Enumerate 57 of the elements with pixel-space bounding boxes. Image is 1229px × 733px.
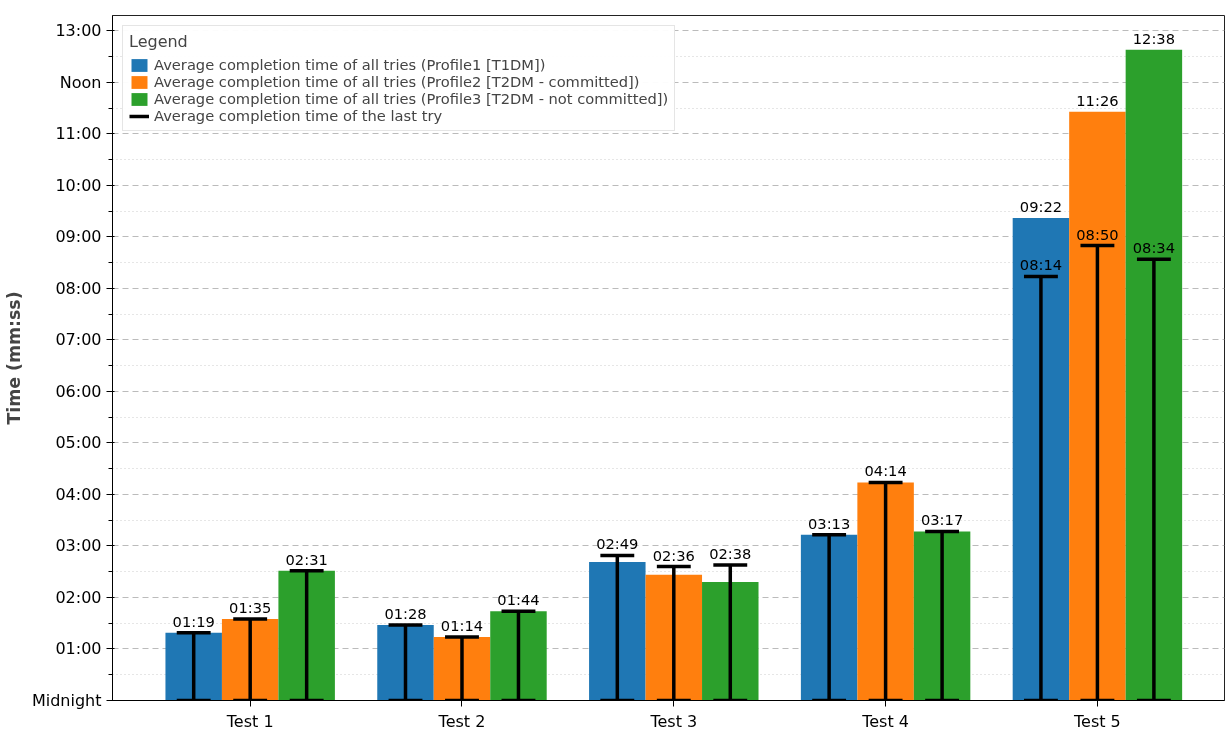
data-label: 12:38 (1132, 29, 1176, 47)
y-tick-label: Noon (59, 72, 102, 92)
annotation: 02:36 (652, 546, 695, 564)
bar (702, 582, 759, 701)
bar (913, 531, 971, 701)
y-tick-label: 04:00 (55, 484, 102, 504)
data-label: 03:17 (920, 511, 964, 529)
y-tick-label: 10:00 (55, 175, 102, 195)
annotation: 08:50 (1076, 225, 1119, 243)
y-tick-label: 01:00 (55, 639, 102, 659)
y-tick-label: 11:00 (55, 124, 102, 144)
bar (800, 534, 858, 701)
y-tick-label: 03:00 (55, 536, 102, 556)
data-label: 03:13 (808, 514, 851, 532)
data-label: 01:19 (172, 612, 215, 630)
y-tick-label: 02:00 (55, 587, 102, 607)
data-label: 01:14 (440, 617, 484, 634)
annotation: Average completion time of the last try (154, 107, 443, 124)
bar (433, 637, 491, 701)
bar (1125, 49, 1183, 701)
data-label: 09:22 (1019, 198, 1063, 216)
bar (165, 632, 222, 701)
annotation: 08:34 (1132, 239, 1176, 257)
legend-title: Legend (129, 32, 189, 51)
data-label: 04:14 (864, 462, 907, 480)
bar (1012, 218, 1070, 701)
bar (645, 574, 703, 701)
y-axis-title: Time (mm:ss) (3, 291, 24, 425)
x-tick-label: Test 5 (1073, 711, 1121, 731)
bar (377, 624, 434, 701)
data-label: 01:28 (384, 604, 427, 622)
annotation: 08:14 (1019, 256, 1063, 274)
y-tick-label: 09:00 (55, 227, 102, 247)
data-label: 01:35 (229, 598, 272, 616)
bar (1069, 111, 1126, 701)
y-tick-label: 13:00 (55, 21, 102, 41)
annotation: 02:49 (596, 535, 639, 553)
x-tick-label: Test 4 (861, 711, 909, 731)
y-tick-label: Midnight (31, 691, 102, 710)
legend-label: Average completion time of all tries (Profile3 [T2DM - not committed]) (154, 90, 669, 107)
data-label: 11:26 (1076, 91, 1119, 109)
data-label: 01:44 (497, 591, 540, 609)
y-tick-label: 08:00 (55, 278, 102, 298)
bar (278, 570, 335, 701)
x-tick-label: Test 1 (225, 711, 274, 731)
data-label: 02:31 (285, 550, 328, 568)
legend-label: Average completion time of all tries (Profile1 [T1DM]) (154, 56, 546, 73)
bar (857, 482, 914, 701)
y-tick-label: 06:00 (55, 381, 102, 401)
bar (589, 561, 646, 701)
x-tick-label: Test 3 (649, 711, 698, 731)
y-tick-label: 07:00 (55, 330, 102, 350)
x-tick-label: Test 2 (437, 711, 486, 731)
annotation: 02:38 (709, 544, 752, 562)
bar (490, 611, 547, 701)
y-tick-label: 05:00 (55, 433, 102, 453)
legend-label: Average completion time of all tries (Profile2 [T2DM - committed]) (154, 73, 640, 90)
